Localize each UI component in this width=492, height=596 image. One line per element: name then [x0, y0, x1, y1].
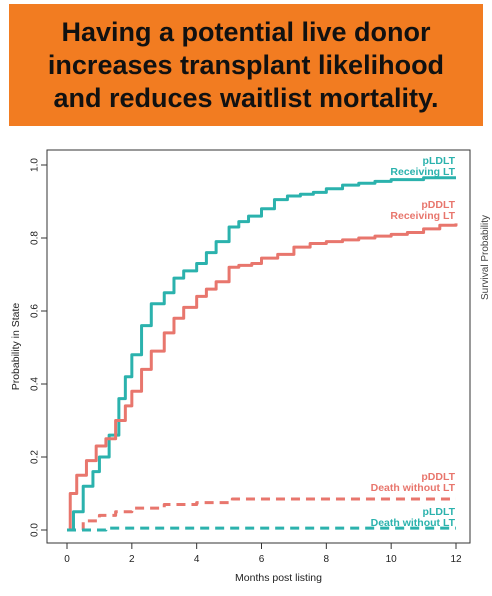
series-label-pldlt-receiving-lt: Receiving LT	[390, 166, 455, 178]
series-line-pldlt-death-without-lt	[67, 526, 456, 532]
series-label-pldlt-receiving-lt: pLDLT	[423, 155, 456, 167]
x-tick-label: 8	[324, 554, 330, 565]
series-line-pldlt-receiving-lt	[67, 176, 456, 532]
series-label-pddlt-death-without-lt: Death without LT	[371, 482, 456, 494]
series-label-pddlt-receiving-lt: pDDLT	[421, 199, 455, 211]
series-line-pddlt-receiving-lt	[67, 223, 458, 532]
y-tick-label: 0.4	[30, 377, 41, 391]
series-line-pddlt-death-without-lt	[67, 497, 456, 532]
y-tick-label: 0.2	[30, 450, 41, 464]
plot-frame	[46, 149, 471, 544]
title-banner: Having a potential live donor increases …	[9, 4, 483, 126]
y-tick-label: 0.0	[30, 523, 41, 537]
x-axis-label: Months post listing	[235, 572, 322, 584]
y-tick-label: 0.8	[30, 231, 41, 245]
x-tick-label: 2	[129, 554, 135, 565]
series-label-pldlt-death-without-lt: Death without LT	[371, 517, 456, 529]
series-label-pldlt-death-without-lt: pLDLT	[423, 506, 456, 518]
y-tick-label: 1.0	[30, 158, 41, 172]
right-edge-axis-label: Survival Probability	[480, 214, 491, 300]
x-tick-label: 10	[386, 554, 398, 565]
y-axis-label: Probability in State	[10, 303, 22, 391]
cumulative-incidence-chart: 0 2 4 6 8 10 12 0.0 0.2 0.4 0.6 0.8 1.0 Months post l…	[10, 149, 471, 584]
x-tick-label: 4	[194, 554, 200, 565]
chart-container: 0 2 4 6 8 10 12 0.0 0.2 0.4 0.6 0.8 1.0 Months post l…	[0, 130, 492, 591]
x-tick-label: 12	[450, 554, 462, 565]
y-tick-label: 0.6	[30, 304, 41, 318]
series-label-pddlt-death-without-lt: pDDLT	[421, 471, 455, 483]
x-tick-label: 0	[64, 554, 70, 565]
series-label-pddlt-receiving-lt: Receiving LT	[390, 210, 455, 222]
banner-title: Having a potential live donor increases …	[47, 16, 445, 113]
x-tick-label: 6	[259, 554, 265, 565]
